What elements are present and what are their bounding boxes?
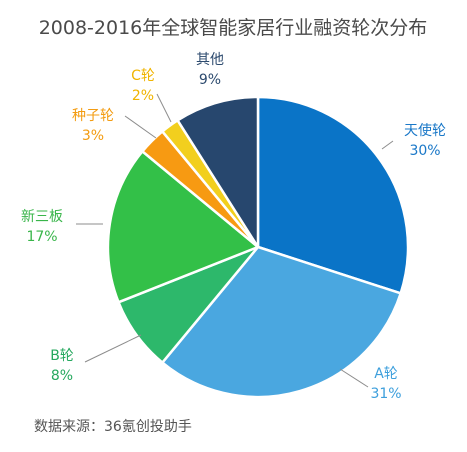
slice-name-label: B轮 — [50, 348, 74, 364]
slice-value-label: 17% — [26, 229, 57, 245]
leader-line-1 — [381, 140, 394, 150]
leader-line-2 — [339, 368, 369, 388]
slice-labels: 天使轮 30% A轮 31% B轮 8% 新三板 17% 种子轮 3% C轮 2% 其他 9% — [21, 52, 446, 402]
slice-name-label: 新三板 — [21, 209, 63, 225]
leader-line-5 — [124, 115, 157, 139]
slice-name-label: 其他 — [196, 52, 224, 68]
chart-title: 2008-2016年全球智能家居行业融资轮次分布 — [39, 17, 428, 39]
slice-value-label: 30% — [409, 143, 440, 159]
pie-slice-2 — [161, 245, 402, 399]
slice-value-label: 2% — [132, 88, 154, 104]
slice-value-label: 31% — [370, 386, 401, 402]
source-note: 数据来源：36氪创投助手 — [34, 419, 192, 435]
slice-name-label: 天使轮 — [404, 122, 446, 139]
leader-line-6 — [156, 93, 172, 123]
pie-slice-4 — [106, 150, 260, 304]
slice-value-label: 3% — [82, 128, 104, 144]
slice-value-label: 8% — [51, 368, 73, 384]
slice-name-label: 种子轮 — [72, 108, 114, 124]
slice-name-label: C轮 — [131, 68, 155, 84]
leader-lines — [76, 93, 394, 388]
pie-slices — [106, 95, 410, 399]
pie-slice-7 — [176, 95, 260, 249]
slice-name-label: A轮 — [374, 366, 398, 382]
pie-slice-1 — [256, 95, 410, 295]
leader-line-3 — [84, 334, 142, 363]
slice-value-label: 9% — [199, 72, 221, 88]
